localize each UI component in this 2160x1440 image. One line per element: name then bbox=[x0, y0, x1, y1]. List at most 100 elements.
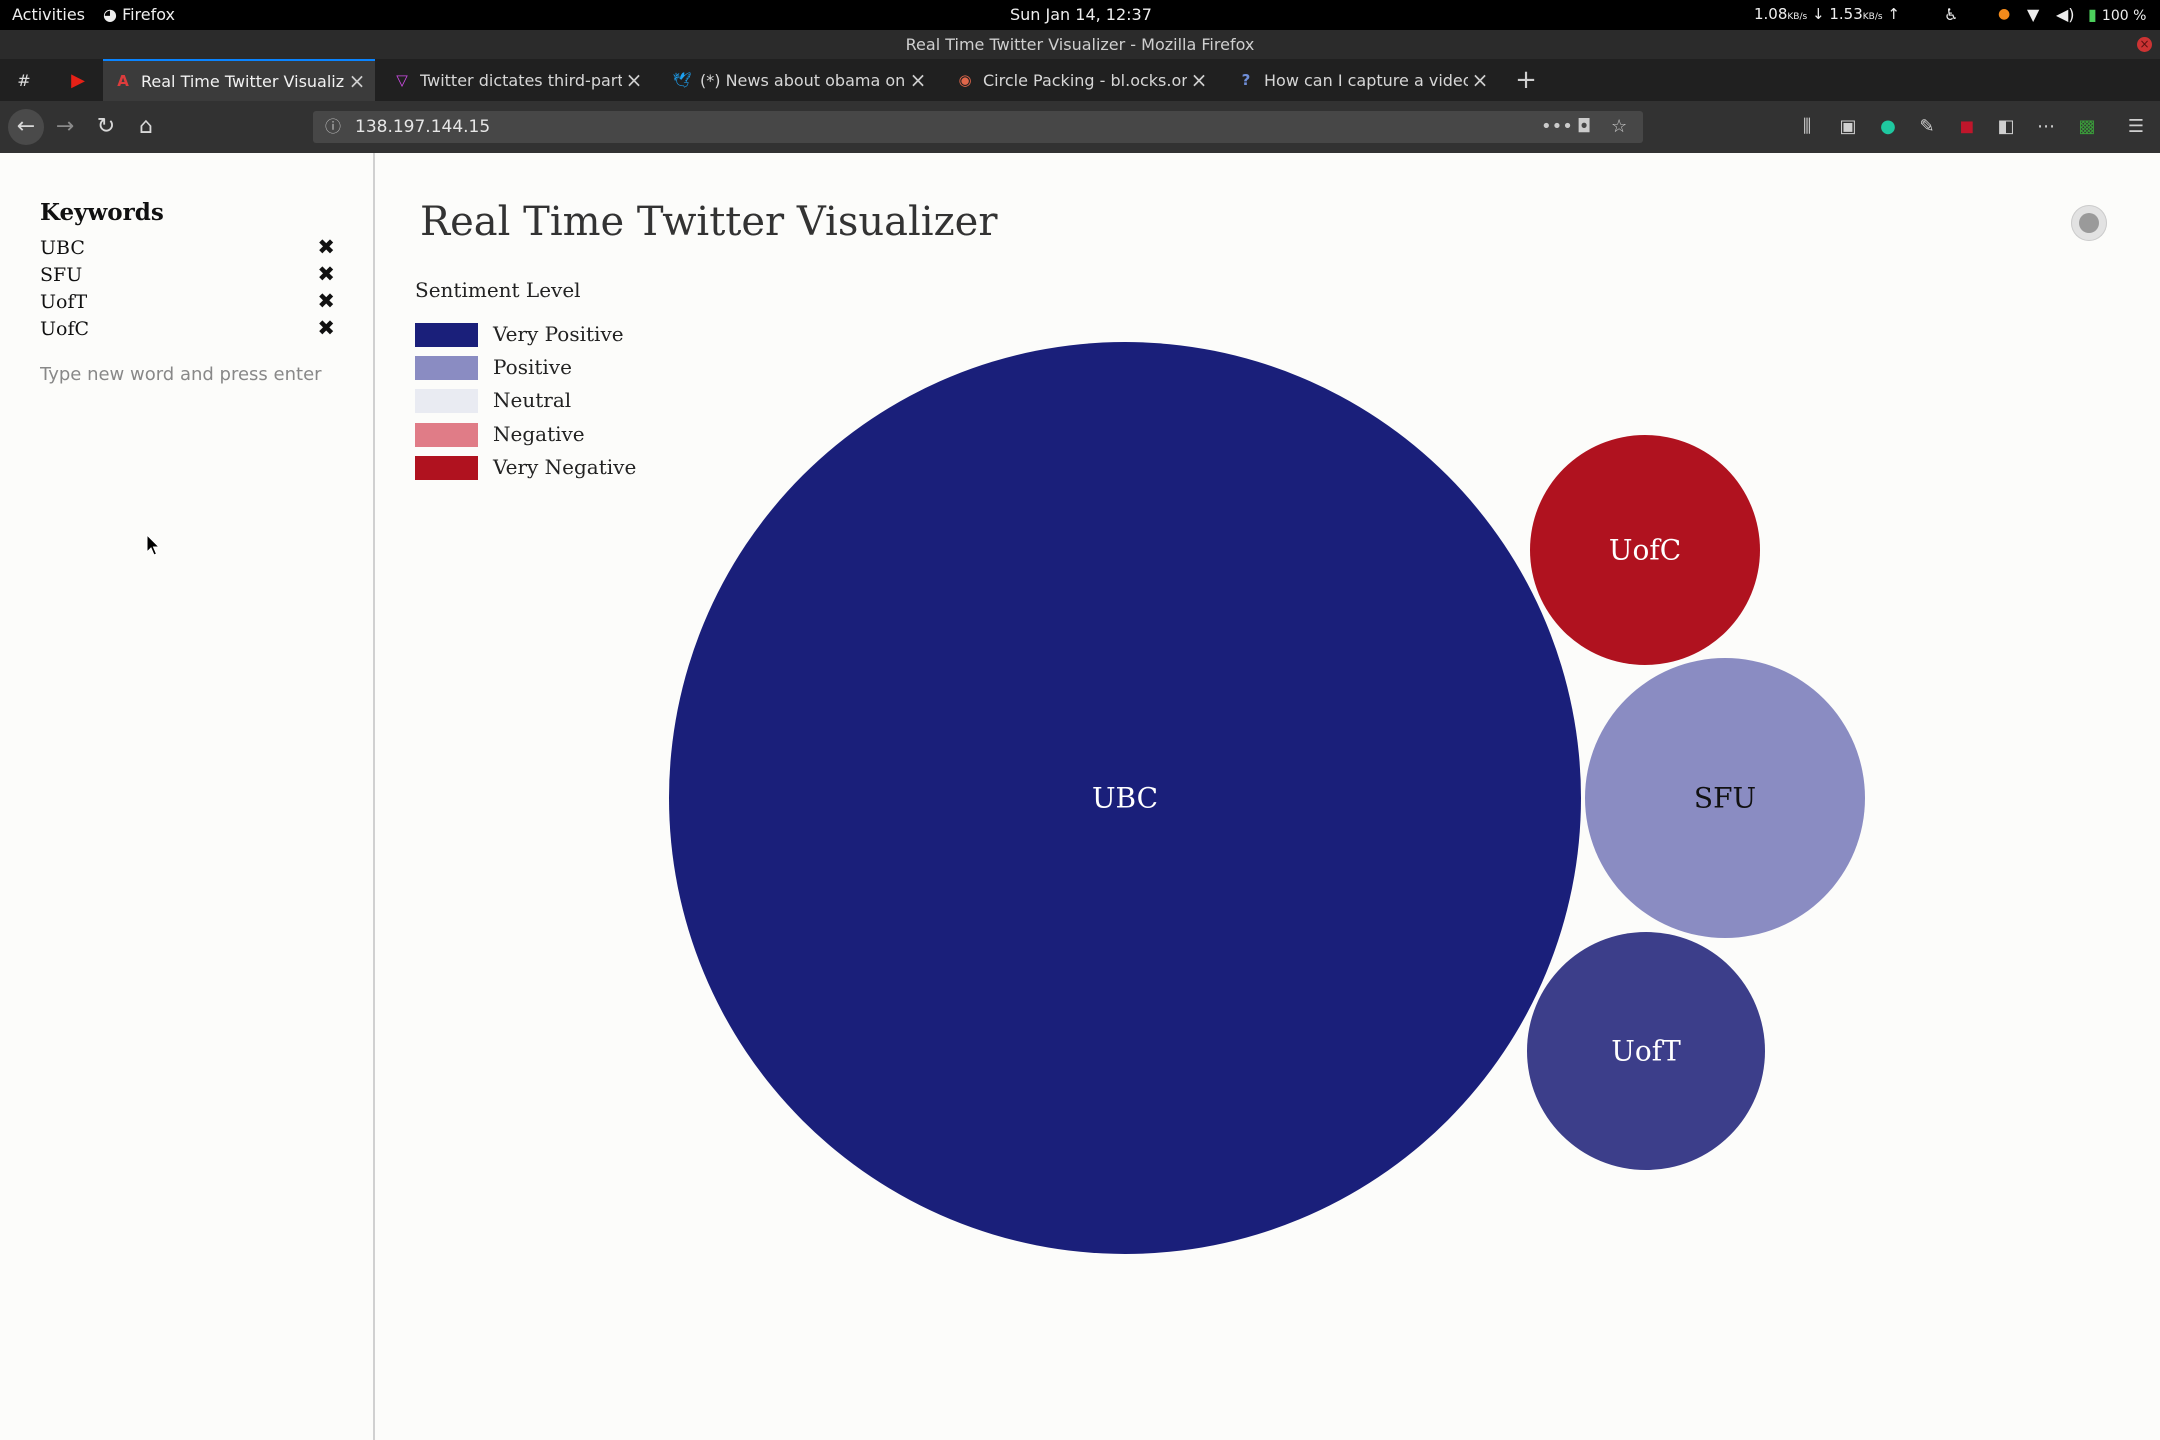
tab-news-about-obama[interactable]: 🕊 (*) News about obama on × bbox=[662, 59, 936, 101]
tab-close-icon[interactable]: × bbox=[1190, 68, 1208, 92]
bubble-sfu[interactable]: SFU bbox=[1585, 658, 1865, 938]
home-button[interactable]: ⌂ bbox=[130, 111, 162, 143]
keyword-label: UofC bbox=[40, 318, 90, 340]
firefox-icon: ◕ bbox=[103, 5, 117, 24]
bubble-circle bbox=[1585, 658, 1865, 938]
arrow-up-icon: ↑ bbox=[1887, 5, 1900, 23]
battery-indicator[interactable]: ▮ 100 % bbox=[2088, 5, 2146, 24]
remove-keyword-icon[interactable]: ✖ bbox=[317, 262, 335, 286]
remove-keyword-icon[interactable]: ✖ bbox=[317, 235, 335, 259]
tab-label: (*) News about obama on bbox=[700, 70, 906, 90]
pocket-icon[interactable]: ◘ bbox=[1577, 116, 1592, 137]
legend-swatch bbox=[415, 456, 478, 480]
tab-twitter-dictates[interactable]: ▽ Twitter dictates third-party × bbox=[382, 59, 652, 101]
reload-button[interactable]: ↻ bbox=[90, 111, 122, 143]
home-icon: ⌂ bbox=[139, 114, 153, 139]
navigation-toolbar: ← → ↻ ⌂ ⓘ 138.197.144.15 ••• ◘ ☆ ⫼ ▣ ● ✎… bbox=[0, 101, 2160, 154]
keyword-row: UofT ✖ bbox=[40, 289, 335, 317]
keyword-row: SFU ✖ bbox=[40, 262, 335, 290]
legend-swatch bbox=[415, 389, 478, 413]
back-button[interactable]: ← bbox=[8, 109, 44, 145]
net-down-value: 1.08 bbox=[1754, 5, 1788, 23]
tab-label: How can I capture a video bbox=[1264, 70, 1468, 90]
bubble-label: UofT bbox=[1611, 1035, 1681, 1068]
net-up-unit: KB/s bbox=[1862, 12, 1883, 22]
net-down-unit: KB/s bbox=[1787, 12, 1808, 22]
hash-icon: # bbox=[17, 70, 31, 90]
legend-swatch bbox=[415, 323, 478, 347]
keyword-label: SFU bbox=[40, 264, 83, 286]
sidebar-toggle-icon[interactable]: ▣ bbox=[1839, 116, 1857, 137]
bubble-uofc[interactable]: UofC bbox=[1530, 435, 1760, 665]
forward-button[interactable]: → bbox=[49, 111, 81, 143]
tab-capture-video[interactable]: ? How can I capture a video × bbox=[1226, 59, 1498, 101]
legend-label: Positive bbox=[493, 355, 572, 379]
activities-button[interactable]: Activities bbox=[12, 5, 85, 24]
tab-label: Circle Packing - bl.ocks.org bbox=[983, 70, 1187, 90]
remove-keyword-icon[interactable]: ✖ bbox=[317, 316, 335, 340]
remove-keyword-icon[interactable]: ✖ bbox=[317, 289, 335, 313]
notification-dot-icon[interactable]: ● bbox=[1998, 6, 2011, 22]
window-titlebar: Real Time Twitter Visualizer - Mozilla F… bbox=[0, 30, 2160, 59]
library-icon[interactable]: ⫼ bbox=[1802, 116, 1812, 137]
tab-close-icon[interactable]: × bbox=[348, 69, 366, 93]
new-tab-button[interactable]: + bbox=[1506, 59, 1546, 101]
tab-close-icon[interactable]: × bbox=[909, 68, 927, 92]
bubble-circle bbox=[1527, 932, 1765, 1170]
system-top-bar: Activities ◕ Firefox Sun Jan 14, 12:37 1… bbox=[0, 0, 2160, 30]
legend-label: Very Positive bbox=[493, 322, 624, 346]
battery-percent: 100 % bbox=[2101, 8, 2147, 24]
pinned-tab-hash[interactable]: # bbox=[4, 59, 44, 101]
extension-green-icon[interactable]: ▩ bbox=[2078, 116, 2096, 137]
clock[interactable]: Sun Jan 14, 12:37 bbox=[1010, 5, 1152, 24]
tab-bar: # ▶ A Real Time Twitter Visualizer × ▽ T… bbox=[0, 59, 2160, 101]
legend-title: Sentiment Level bbox=[415, 278, 581, 302]
pinned-tab-youtube[interactable]: ▶ bbox=[58, 59, 98, 101]
legend-swatch bbox=[415, 356, 478, 380]
extension-grammarly-icon[interactable]: ● bbox=[1880, 116, 1896, 137]
twitter-bird-icon: 🕊 bbox=[672, 71, 692, 89]
bubble-ubc[interactable]: UBC bbox=[669, 342, 1581, 1254]
keywords-title: Keywords bbox=[40, 199, 164, 226]
reload-icon: ↻ bbox=[96, 114, 116, 139]
hamburger-menu-icon[interactable]: ☰ bbox=[2127, 116, 2145, 137]
bookmark-star-icon[interactable]: ☆ bbox=[1611, 116, 1628, 137]
bubble-label: UofC bbox=[1609, 534, 1681, 567]
tab-circle-packing[interactable]: ◉ Circle Packing - bl.ocks.org × bbox=[945, 59, 1217, 101]
wifi-icon[interactable]: ▼ bbox=[2027, 5, 2040, 24]
extension-eyedropper-icon[interactable]: ✎ bbox=[1919, 116, 1935, 137]
arrow-down-icon: ↓ bbox=[1812, 5, 1825, 23]
bubble-circle bbox=[1530, 435, 1760, 665]
question-icon: ? bbox=[1241, 71, 1251, 89]
keyword-row: UofC ✖ bbox=[40, 316, 335, 344]
url-bar[interactable]: ⓘ 138.197.144.15 ••• ◘ ☆ bbox=[313, 111, 1643, 143]
legend-label: Negative bbox=[493, 422, 585, 446]
arrow-left-icon: ← bbox=[16, 114, 36, 139]
url-text: 138.197.144.15 bbox=[355, 117, 491, 137]
window-close-icon[interactable]: × bbox=[2137, 37, 2152, 52]
mouse-cursor-icon bbox=[146, 534, 161, 556]
visualizer-main: Real Time Twitter Visualizer Sentiment L… bbox=[375, 153, 2160, 1440]
page-title: Real Time Twitter Visualizer bbox=[420, 199, 998, 245]
bubble-uoft[interactable]: UofT bbox=[1527, 932, 1765, 1170]
info-icon[interactable]: ⓘ bbox=[325, 117, 342, 136]
extension-more-icon[interactable]: ⋯ bbox=[2037, 116, 2055, 137]
bubble-label: UBC bbox=[1092, 782, 1158, 815]
extension-reader-icon[interactable]: ◧ bbox=[1997, 116, 2015, 137]
tab-real-time-twitter-visualizer[interactable]: A Real Time Twitter Visualizer × bbox=[103, 59, 375, 101]
bubble-label: SFU bbox=[1694, 782, 1756, 815]
accessibility-icon[interactable]: ♿ bbox=[1944, 5, 1959, 24]
keyword-row: UBC ✖ bbox=[40, 235, 335, 263]
tab-close-icon[interactable]: × bbox=[1471, 68, 1489, 92]
tab-label: Real Time Twitter Visualizer bbox=[141, 71, 345, 91]
page-actions-icon[interactable]: ••• bbox=[1541, 116, 1573, 137]
new-keyword-input[interactable] bbox=[40, 359, 340, 389]
legend-label: Very Negative bbox=[493, 455, 637, 479]
keyword-label: UBC bbox=[40, 237, 85, 259]
app-menu-label: Firefox bbox=[122, 5, 176, 24]
tab-close-icon[interactable]: × bbox=[625, 68, 643, 92]
extension-ublock-icon[interactable]: ◼ bbox=[1959, 116, 1975, 137]
volume-icon[interactable]: ◀) bbox=[2056, 5, 2075, 24]
app-menu[interactable]: ◕ Firefox bbox=[103, 5, 175, 24]
record-button[interactable] bbox=[2071, 205, 2107, 241]
